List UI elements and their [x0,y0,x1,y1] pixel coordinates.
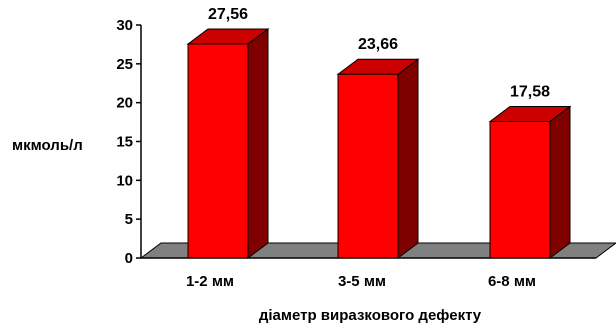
x-category-label: 6-8 мм [488,273,536,290]
bar-value-label: 27,56 [208,6,248,23]
bar-front [187,43,249,259]
y-tick-label: 20 [116,95,133,112]
bar-front [489,120,551,259]
bar [186,27,270,259]
bar-value-label: 23,66 [358,36,398,53]
bar-side [549,105,571,259]
y-axis-title: мкмоль/л [12,137,83,154]
bar-front [337,73,399,259]
x-category-label: 3-5 мм [338,273,386,290]
y-tick-label: 25 [116,56,133,73]
bar [336,58,420,259]
y-tick-label: 5 [125,211,133,228]
bar [488,105,572,259]
y-tick-label: 15 [116,134,133,151]
bar-side [397,58,419,259]
y-tick-label: 30 [116,17,133,34]
x-category-label: 1-2 мм [186,273,234,290]
y-tick-label: 0 [125,250,133,267]
x-axis-title: діаметр виразкового дефекту [259,307,482,324]
bar-value-label: 17,58 [510,83,550,100]
y-tick-label: 10 [116,172,133,189]
bar-side [247,27,269,259]
